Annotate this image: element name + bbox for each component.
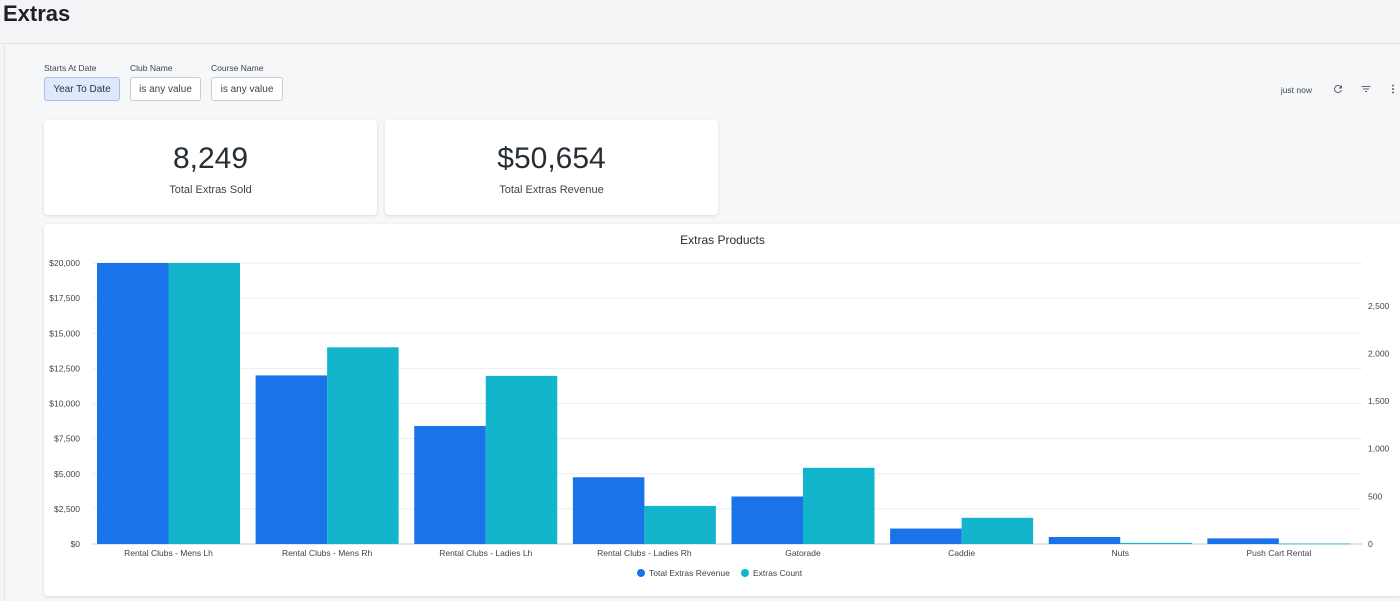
bar-revenue [97,263,169,544]
bar-revenue [572,477,645,544]
bar-revenue [731,496,803,544]
bar-revenue [255,375,328,544]
extras-products-chart-tile: Extras Products $0 $2,500 $5,000 $7,500 $10,… [44,224,1400,596]
more-vert-icon[interactable] [1386,82,1400,96]
kpi-label: Total Extras Revenue [499,184,604,196]
filter-label: Course Name [211,63,264,73]
x-tick-label: Nuts [1112,548,1129,558]
course-name-filter-button[interactable]: is any value [211,77,283,101]
bar-revenue [890,528,962,544]
kpi-value: $50,654 [497,142,606,175]
y-left-tick-label: $0 [71,539,81,549]
kpi-total-extras-revenue: $50,654 Total Extras Revenue [385,120,718,215]
x-tick-label: Rental Clubs - Ladies Lh [439,548,532,558]
legend-label: Extras Count [753,568,803,578]
bar-count [327,347,399,544]
y-left-tick-label: $12,500 [49,363,80,373]
bar-count [803,467,875,544]
y-right-tick-label: 2,000 [1368,348,1390,358]
y-left-tick-label: $10,000 [49,399,80,409]
filter-icon[interactable] [1359,82,1373,96]
page-header: Extras [0,0,1400,44]
y-right-tick-label: 500 [1368,491,1382,501]
y-left-tick-label: $20,000 [49,258,80,268]
dashboard-body: Starts At Date Year To Date Club Name is… [4,45,1400,601]
x-tick-label: Push Cart Rental [1247,548,1312,558]
x-tick-label: Caddie [948,548,975,558]
y-right-tick-label: 2,500 [1368,301,1390,311]
y-left-tick-label: $15,000 [49,328,80,338]
club-name-filter-button[interactable]: is any value [130,77,201,101]
y-left-tick-label: $5,000 [54,469,80,479]
dashboard-toolbar: just now [1280,81,1400,97]
kpi-total-extras-sold: 8,249 Total Extras Sold [44,120,377,215]
legend-marker [741,569,749,577]
bar-count [961,517,1034,544]
y-left-tick-label: $17,500 [49,293,80,303]
x-tick-label: Gatorade [785,548,821,558]
y-left-tick-label: $7,500 [54,434,80,444]
kpi-value: 8,249 [172,142,249,175]
kpi-label: Total Extras Sold [169,184,252,196]
refresh-icon[interactable] [1331,82,1345,96]
legend-marker [637,569,645,577]
y-right-tick-label: 1,500 [1368,396,1390,406]
bar-count [485,375,558,544]
page-title: Extras [3,1,71,26]
bar-count [1278,543,1351,545]
bar-revenue [414,425,486,544]
bar-revenue [1048,536,1121,544]
y-left-tick-label: $2,500 [54,504,80,514]
y-right-tick-label: 1,000 [1368,444,1390,454]
y-right-tick-label: 0 [1368,539,1373,549]
filter-label: Starts At Date [44,63,97,73]
bar-revenue [1207,538,1279,544]
bar-count [1120,542,1192,544]
chart-title: Extras Products [680,233,765,247]
x-tick-label: Rental Clubs - Mens Rh [282,548,373,558]
filter-label: Club Name [130,63,173,73]
bar-count [644,505,716,544]
legend-label: Total Extras Revenue [649,568,730,578]
extras-products-chart: $0 $2,500 $5,000 $7,500 $10,000 $12,500 $15,00… [49,258,1390,578]
starts-at-date-filter-button[interactable]: Year To Date [44,77,120,101]
last-refresh-time: just now [1280,85,1312,95]
x-tick-label: Rental Clubs - Ladies Rh [597,548,692,558]
bar-count [168,263,240,544]
x-tick-label: Rental Clubs - Mens Lh [124,548,213,558]
